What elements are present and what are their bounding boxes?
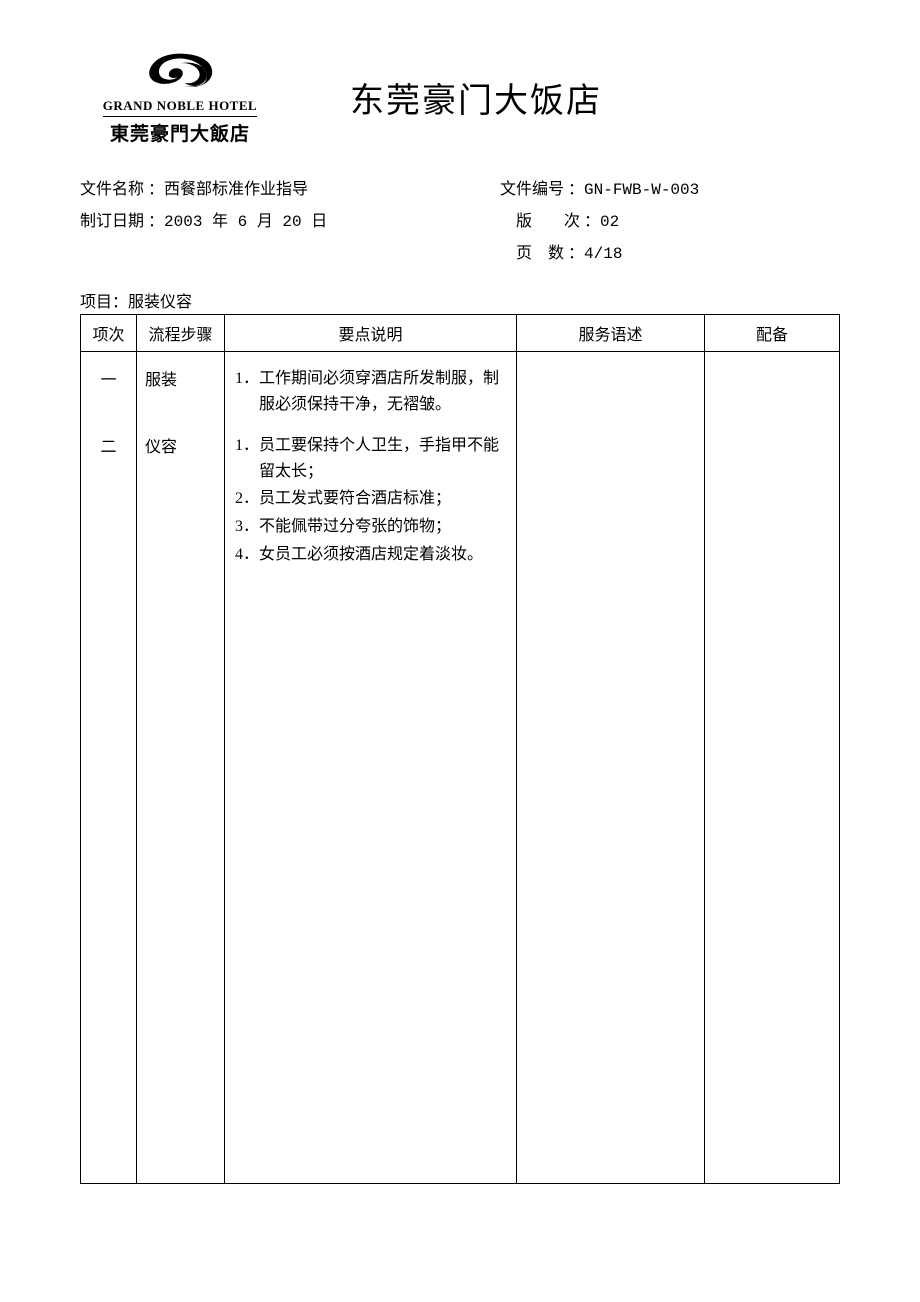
table-row: 一 服装 1．工作期间必须穿酒店所发制服，制服必须保持干净，无褶皱。 <box>81 352 840 420</box>
meta-block: 文件名称 ：西餐部标准作业指导 制订日期 ：2003 年 6 月 20 日 文件… <box>80 174 840 270</box>
file-no-label: 文件编号 ： <box>500 174 584 206</box>
cell-desc: 1．员工要保持个人卫生，手指甲不能留太长； 2．员工发式要符合酒店标准； 3．不… <box>225 419 517 1183</box>
logo-block: GRAND NOBLE HOTEL 東莞豪門大飯店 <box>80 48 280 146</box>
cell-step: 仪容 <box>137 419 225 1183</box>
file-name-label: 文件名称 ： <box>80 174 164 206</box>
file-no-value: GN-FWB-W-003 <box>584 174 699 206</box>
page-no-label: 页 数 ： <box>516 238 584 270</box>
section-label: 项目： <box>80 294 128 311</box>
logo-text-cn: 東莞豪門大飯店 <box>80 119 280 146</box>
cell-equip <box>705 352 840 420</box>
hotel-logo-icon <box>145 48 215 90</box>
file-name-value: 西餐部标准作业指导 <box>164 174 308 206</box>
version-value: 02 <box>600 206 619 238</box>
cell-num: 一 <box>81 352 137 420</box>
section-title: 服装仪容 <box>128 294 192 311</box>
date-value: 2003 年 6 月 20 日 <box>164 206 327 238</box>
version-label: 版 次 ： <box>516 206 600 238</box>
cell-equip <box>705 419 840 1183</box>
th-desc: 要点说明 <box>225 315 517 352</box>
cell-desc: 1．工作期间必须穿酒店所发制服，制服必须保持干净，无褶皱。 <box>225 352 517 420</box>
th-step: 流程步骤 <box>137 315 225 352</box>
page-title: 东莞豪门大饭店 <box>350 73 602 122</box>
page-no-value: 4/18 <box>584 238 622 270</box>
table-row: 二 仪容 1．员工要保持个人卫生，手指甲不能留太长； 2．员工发式要符合酒店标准… <box>81 419 840 1183</box>
table-header-row: 项次 流程步骤 要点说明 服务语述 配备 <box>81 315 840 352</box>
th-equip: 配备 <box>705 315 840 352</box>
cell-service <box>517 352 705 420</box>
logo-text-en: GRAND NOBLE HOTEL <box>103 98 257 117</box>
th-num: 项次 <box>81 315 137 352</box>
document-page: GRAND NOBLE HOTEL 東莞豪門大飯店 东莞豪门大饭店 文件名称 ：… <box>0 0 920 1302</box>
cell-num: 二 <box>81 419 137 1183</box>
cell-service <box>517 419 705 1183</box>
date-label: 制订日期 ： <box>80 206 164 238</box>
header: GRAND NOBLE HOTEL 東莞豪門大飯店 东莞豪门大饭店 <box>80 48 840 146</box>
th-serv: 服务语述 <box>517 315 705 352</box>
cell-step: 服装 <box>137 352 225 420</box>
sop-table: 项次 流程步骤 要点说明 服务语述 配备 一 服装 1．工作期间必须穿酒店所发制… <box>80 314 840 1184</box>
section-heading: 项目：服装仪容 <box>80 288 840 312</box>
